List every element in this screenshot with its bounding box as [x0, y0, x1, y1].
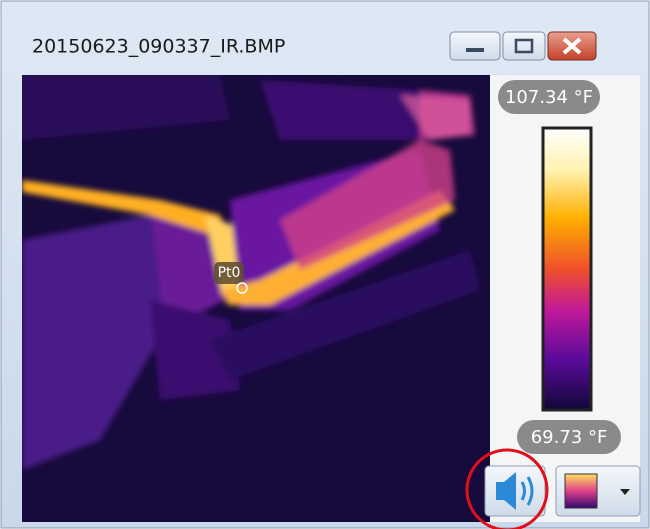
measure-point[interactable]: Pt0 [214, 262, 248, 294]
highlight-circle [465, 448, 549, 529]
max-label: 107.34 °F [505, 87, 593, 108]
window-title: 20150623_090337_IR.BMP [32, 36, 285, 58]
maximize-button[interactable] [502, 31, 546, 61]
min-pill [517, 420, 621, 454]
thermal-image: Pt0 [22, 75, 490, 522]
minimize-button[interactable] [449, 31, 501, 61]
max-pill [498, 80, 600, 114]
sound-button[interactable] [484, 465, 546, 517]
palette-button[interactable] [555, 465, 641, 517]
close-button[interactable] [547, 31, 597, 61]
min-label: 69.73 °F [531, 427, 608, 448]
point-label: Pt0 [218, 265, 241, 281]
color-bar [541, 126, 593, 412]
